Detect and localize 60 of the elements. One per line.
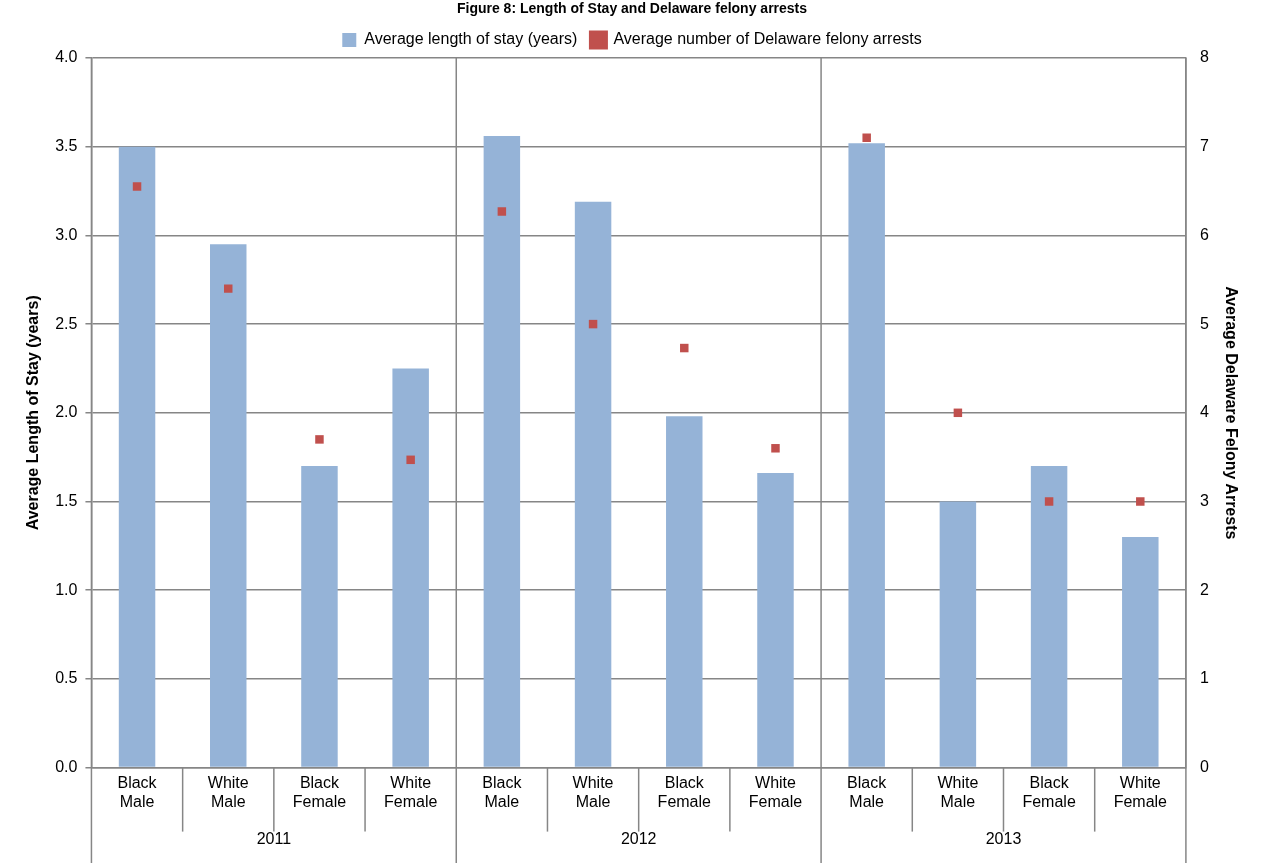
x-tick-label: White Female bbox=[383, 773, 438, 810]
bar bbox=[574, 201, 612, 767]
bar bbox=[483, 136, 521, 767]
point bbox=[406, 455, 415, 465]
y2-axis-title: Average Delaware Felony Arrests bbox=[1222, 286, 1240, 540]
point bbox=[497, 207, 507, 216]
x-tick-label: White Female bbox=[1113, 773, 1168, 810]
text: 2011 bbox=[256, 830, 292, 848]
x-tick-label: Black Male bbox=[847, 773, 888, 810]
y-tick-label: 2.5 bbox=[55, 314, 78, 332]
bar bbox=[939, 501, 977, 767]
bar bbox=[118, 146, 156, 767]
point bbox=[224, 284, 233, 293]
y2-tick-label: 5 bbox=[1199, 314, 1209, 332]
point bbox=[315, 435, 324, 444]
y2-tick-label: 7 bbox=[1199, 137, 1209, 155]
x-tick-label: White Male bbox=[207, 773, 249, 810]
bar bbox=[848, 143, 885, 767]
point bbox=[680, 343, 689, 353]
y-tick-label: 4.0 bbox=[55, 48, 78, 66]
y-tick-label: 0.5 bbox=[55, 669, 78, 687]
bar bbox=[1030, 466, 1068, 767]
y2-tick-label: 4 bbox=[1199, 403, 1209, 421]
y2-tick-label: 6 bbox=[1199, 225, 1209, 243]
x-tick-label: Black Male bbox=[117, 773, 158, 810]
y2-tick-label: 2 bbox=[1199, 580, 1209, 598]
y2-tick-label: 8 bbox=[1199, 48, 1209, 66]
x-tick-label: Black Male bbox=[482, 773, 523, 810]
y-tick-label: 0.0 bbox=[55, 758, 78, 776]
y-tick-label: 1.5 bbox=[55, 491, 78, 509]
text: 2013 bbox=[985, 830, 1022, 848]
chart-title: Figure 8: Length of Stay and Delaware felony arrests bbox=[455, 0, 809, 16]
bar bbox=[757, 473, 794, 767]
text: 2012 bbox=[620, 830, 657, 848]
legend-label: Average length of stay (years) bbox=[364, 30, 578, 48]
y2-tick-label: 1 bbox=[1199, 669, 1209, 687]
y2-tick-label: 3 bbox=[1199, 491, 1209, 509]
x-tick-label: White Female bbox=[748, 773, 803, 810]
y-tick-label: 1.0 bbox=[55, 580, 78, 598]
point bbox=[862, 133, 871, 143]
x-tick-label: Black Female bbox=[657, 773, 712, 810]
bar bbox=[666, 416, 703, 767]
point bbox=[1136, 497, 1145, 506]
legend-label: Average number of Delaware felony arrests bbox=[613, 30, 922, 48]
y-tick-label: 3.0 bbox=[55, 225, 78, 243]
y2-tick-label: 0 bbox=[1199, 758, 1209, 776]
point bbox=[1044, 497, 1054, 506]
bar bbox=[1122, 536, 1159, 767]
bar bbox=[392, 368, 429, 767]
point bbox=[771, 444, 780, 453]
x-tick-label: Black Female bbox=[292, 773, 347, 810]
bar bbox=[301, 466, 338, 767]
y-tick-label: 3.5 bbox=[55, 137, 78, 155]
x-tick-label: Black Female bbox=[1022, 773, 1076, 810]
point bbox=[132, 182, 142, 191]
x-tick-label: White Male bbox=[572, 773, 614, 810]
y-axis-title: Average Length of Stay (years) bbox=[24, 295, 42, 531]
x-tick-label: White Male bbox=[937, 773, 979, 810]
bar bbox=[210, 244, 247, 767]
y-tick-label: 2.0 bbox=[55, 403, 78, 421]
